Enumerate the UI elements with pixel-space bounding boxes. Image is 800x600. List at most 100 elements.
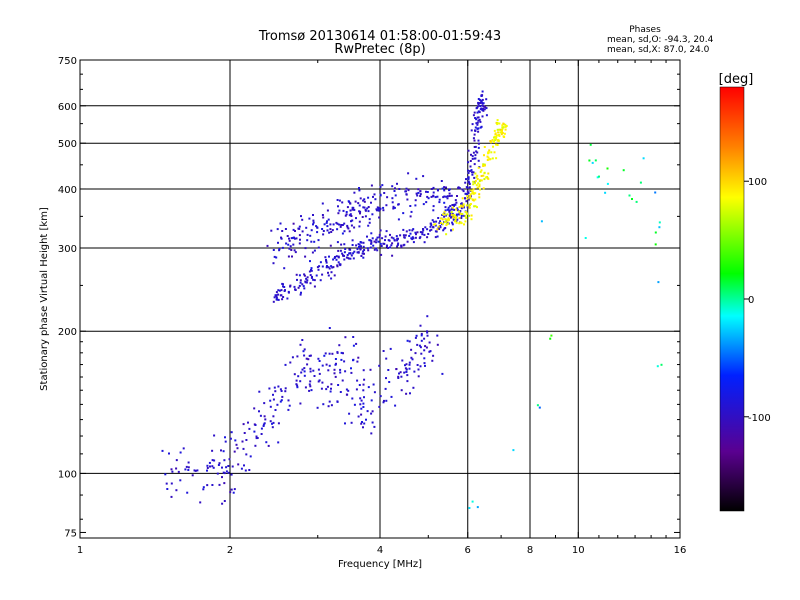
data-point (465, 200, 468, 203)
data-point (426, 191, 429, 193)
data-point (206, 467, 209, 469)
data-point (288, 239, 291, 242)
data-point (245, 453, 248, 456)
data-point (325, 388, 328, 391)
data-point (488, 158, 491, 161)
data-point (394, 404, 397, 407)
data-point (292, 236, 294, 239)
data-point (378, 216, 381, 219)
data-point (315, 225, 318, 228)
data-point (448, 210, 451, 213)
data-point (452, 228, 454, 231)
data-point (330, 387, 332, 390)
data-point (351, 239, 354, 242)
data-point (161, 449, 164, 452)
data-point (313, 285, 316, 288)
data-point (293, 237, 296, 240)
data-point (396, 243, 399, 246)
data-point (358, 384, 361, 386)
data-point (397, 218, 400, 221)
data-point (461, 197, 464, 200)
data-point (397, 203, 400, 206)
data-point (285, 242, 288, 245)
data-point (642, 157, 645, 160)
data-point (496, 123, 499, 126)
data-point (191, 474, 194, 477)
data-point (654, 191, 657, 194)
data-point (430, 224, 433, 227)
data-point (456, 209, 459, 212)
data-point (379, 229, 382, 232)
data-point (165, 482, 168, 485)
data-point (202, 486, 205, 489)
data-point (382, 401, 385, 404)
data-point (360, 422, 363, 425)
data-point (395, 368, 398, 370)
data-point (382, 209, 385, 212)
data-point (476, 186, 479, 189)
data-point (414, 336, 417, 339)
data-point (483, 171, 486, 174)
data-point (426, 228, 429, 231)
data-point (331, 266, 334, 269)
data-point (434, 223, 437, 226)
data-point (303, 287, 306, 290)
data-point (454, 203, 457, 206)
data-point (426, 330, 428, 333)
data-point (330, 383, 333, 386)
data-point (343, 251, 346, 254)
data-point (468, 206, 471, 209)
data-point (445, 224, 448, 227)
data-point (425, 346, 428, 349)
x-tick-label: 8 (527, 545, 533, 556)
data-point (465, 204, 468, 207)
data-point (439, 226, 442, 229)
data-point (465, 178, 467, 181)
data-point (334, 363, 337, 366)
data-point (472, 180, 475, 183)
data-point (339, 225, 342, 228)
data-point (297, 227, 300, 230)
data-point (496, 139, 499, 142)
colorbar (719, 86, 745, 512)
data-point (277, 422, 280, 425)
data-point (280, 237, 283, 240)
data-point (330, 231, 333, 233)
data-point (408, 340, 411, 343)
data-point (434, 196, 437, 199)
data-point (280, 390, 283, 392)
data-point (405, 230, 408, 233)
data-point (375, 238, 378, 241)
data-point (308, 383, 311, 386)
data-point (408, 235, 411, 237)
data-point (277, 241, 279, 244)
data-point (284, 228, 287, 230)
data-point (353, 403, 356, 406)
data-point (446, 222, 449, 225)
data-point (308, 217, 311, 220)
data-point (305, 357, 308, 360)
data-point (660, 363, 663, 366)
data-point (326, 225, 329, 228)
data-point (358, 243, 361, 246)
data-point (303, 374, 306, 377)
data-point (422, 228, 424, 230)
data-point (298, 242, 301, 245)
data-point (415, 334, 418, 337)
data-point (294, 251, 297, 254)
data-point (359, 248, 362, 251)
data-point (406, 339, 409, 342)
data-point (242, 423, 245, 426)
data-point (269, 399, 272, 402)
data-point (313, 240, 316, 243)
data-point (282, 285, 284, 288)
data-point (302, 285, 305, 288)
data-point (321, 214, 324, 216)
stats-o-mode: mean, sd,O: -94.3, 20.4 (607, 35, 714, 45)
data-point (440, 217, 443, 220)
data-point (402, 228, 405, 231)
data-point (352, 206, 355, 209)
data-point (474, 126, 477, 129)
data-point (258, 410, 260, 413)
data-point (309, 354, 312, 357)
